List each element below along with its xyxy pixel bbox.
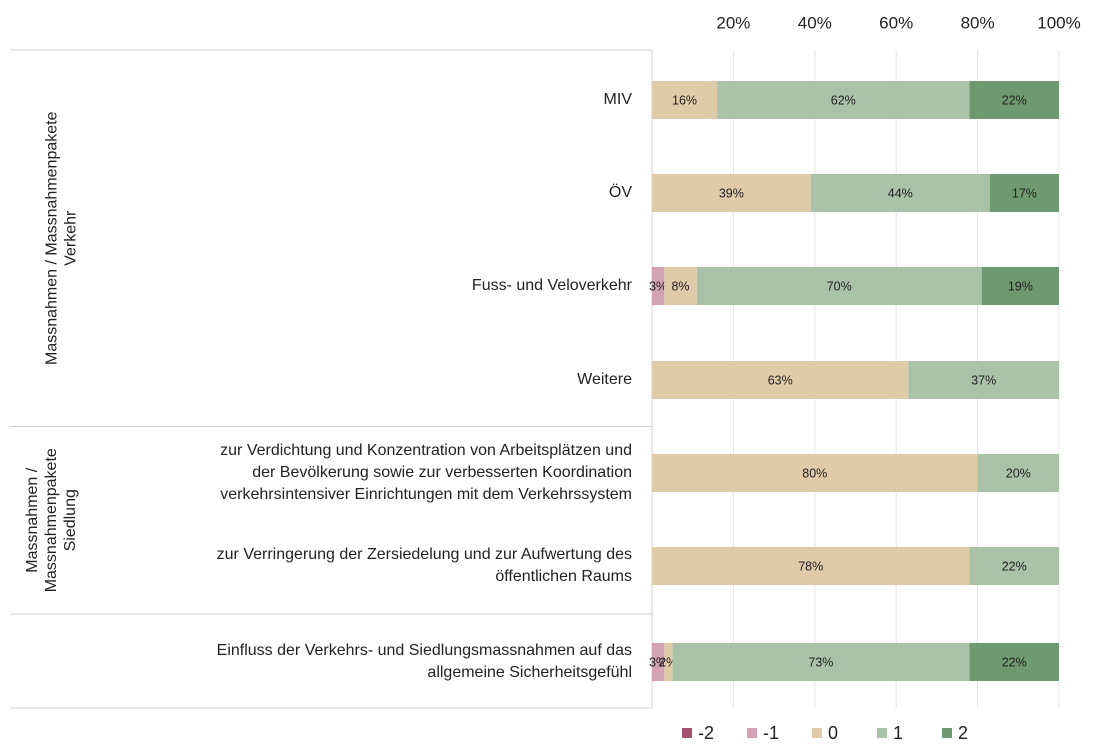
x-tick-label: 60% (879, 13, 913, 32)
category-label: Einfluss der Verkehrs- und Siedlungsmass… (217, 642, 632, 659)
bar-segment (652, 454, 978, 492)
data-label: 3% (649, 279, 667, 293)
data-label: 70% (827, 279, 852, 293)
data-label: 39% (719, 186, 744, 200)
data-label: 22% (1002, 93, 1027, 107)
category-label: öffentlichen Raums (495, 568, 632, 585)
data-label: 80% (802, 466, 827, 480)
group-label-line: Massnahmenpakete (43, 448, 60, 592)
legend-label: -2 (698, 723, 714, 743)
legend-swatch (747, 728, 757, 738)
legend-swatch (812, 728, 822, 738)
category-label: ÖV (609, 183, 632, 201)
data-label: 62% (831, 93, 856, 107)
group-label: Massnahmen / Massnahmenpakete Siedlung (24, 448, 79, 592)
category-label: der Bevölkerung sowie zur verbesserten K… (252, 464, 632, 481)
bar-segment (652, 267, 665, 305)
bar-segment (969, 643, 1059, 681)
data-label: 78% (798, 559, 823, 573)
category-label: allgemeine Sicherheitsgefühl (427, 664, 632, 681)
bar-segment (696, 267, 982, 305)
data-label: 19% (1008, 279, 1033, 293)
category-label: zur Verringerung der Zersiedelung und zu… (217, 546, 632, 563)
group-label-line: Siedlung (62, 489, 79, 551)
data-label: 22% (1002, 559, 1027, 573)
bar-segment (652, 643, 665, 681)
bar-segment (908, 361, 1059, 399)
legend-swatch (682, 728, 692, 738)
category-label: verkehrsintensiver Einrichtungen mit dem… (220, 486, 632, 503)
bar-segment (969, 547, 1059, 585)
bar-segment (664, 267, 697, 305)
data-label: 37% (971, 373, 996, 387)
group-label-line: Massnahmen / (24, 467, 41, 572)
bar-segment (969, 81, 1059, 119)
bar-segment (810, 174, 990, 212)
legend-swatch (942, 728, 952, 738)
bar-segment (664, 643, 673, 681)
data-label: 17% (1012, 186, 1037, 200)
data-label: 20% (1006, 466, 1031, 480)
data-label: 73% (808, 655, 833, 669)
group-label: Massnahmen / Massnahmenpakete Verkehr (44, 111, 80, 365)
data-label: 8% (671, 279, 689, 293)
bar-segment (652, 547, 970, 585)
category-label: MIV (604, 91, 633, 108)
bar-segment (977, 454, 1059, 492)
category-label: Weitere (577, 371, 632, 388)
bar-segment (672, 643, 970, 681)
data-label: 44% (888, 186, 913, 200)
legend-swatch (877, 728, 887, 738)
data-label: 3% (649, 655, 667, 669)
category-label: Fuss- und Veloverkehr (472, 277, 633, 294)
legend-label: -1 (763, 723, 779, 743)
x-tick-label: 20% (716, 13, 750, 32)
data-label: 63% (768, 373, 793, 387)
bar-segment (989, 174, 1059, 212)
x-tick-label: 100% (1037, 13, 1080, 32)
bar-segment (652, 174, 811, 212)
legend-label: 2 (958, 723, 968, 743)
group-label-line: Massnahmen / Massnahmenpakete (44, 111, 61, 365)
x-tick-label: 80% (961, 13, 995, 32)
data-label: 16% (672, 93, 697, 107)
bar-segment (981, 267, 1059, 305)
bar-segment (717, 81, 970, 119)
data-label: 22% (1002, 655, 1027, 669)
bar-segment (652, 81, 718, 119)
category-label: zur Verdichtung und Konzentration von Ar… (220, 442, 632, 459)
legend-label: 1 (893, 723, 903, 743)
bar-segment (652, 361, 909, 399)
group-label-line: Verkehr (63, 210, 80, 266)
legend-label: 0 (828, 723, 838, 743)
x-tick-label: 40% (798, 13, 832, 32)
